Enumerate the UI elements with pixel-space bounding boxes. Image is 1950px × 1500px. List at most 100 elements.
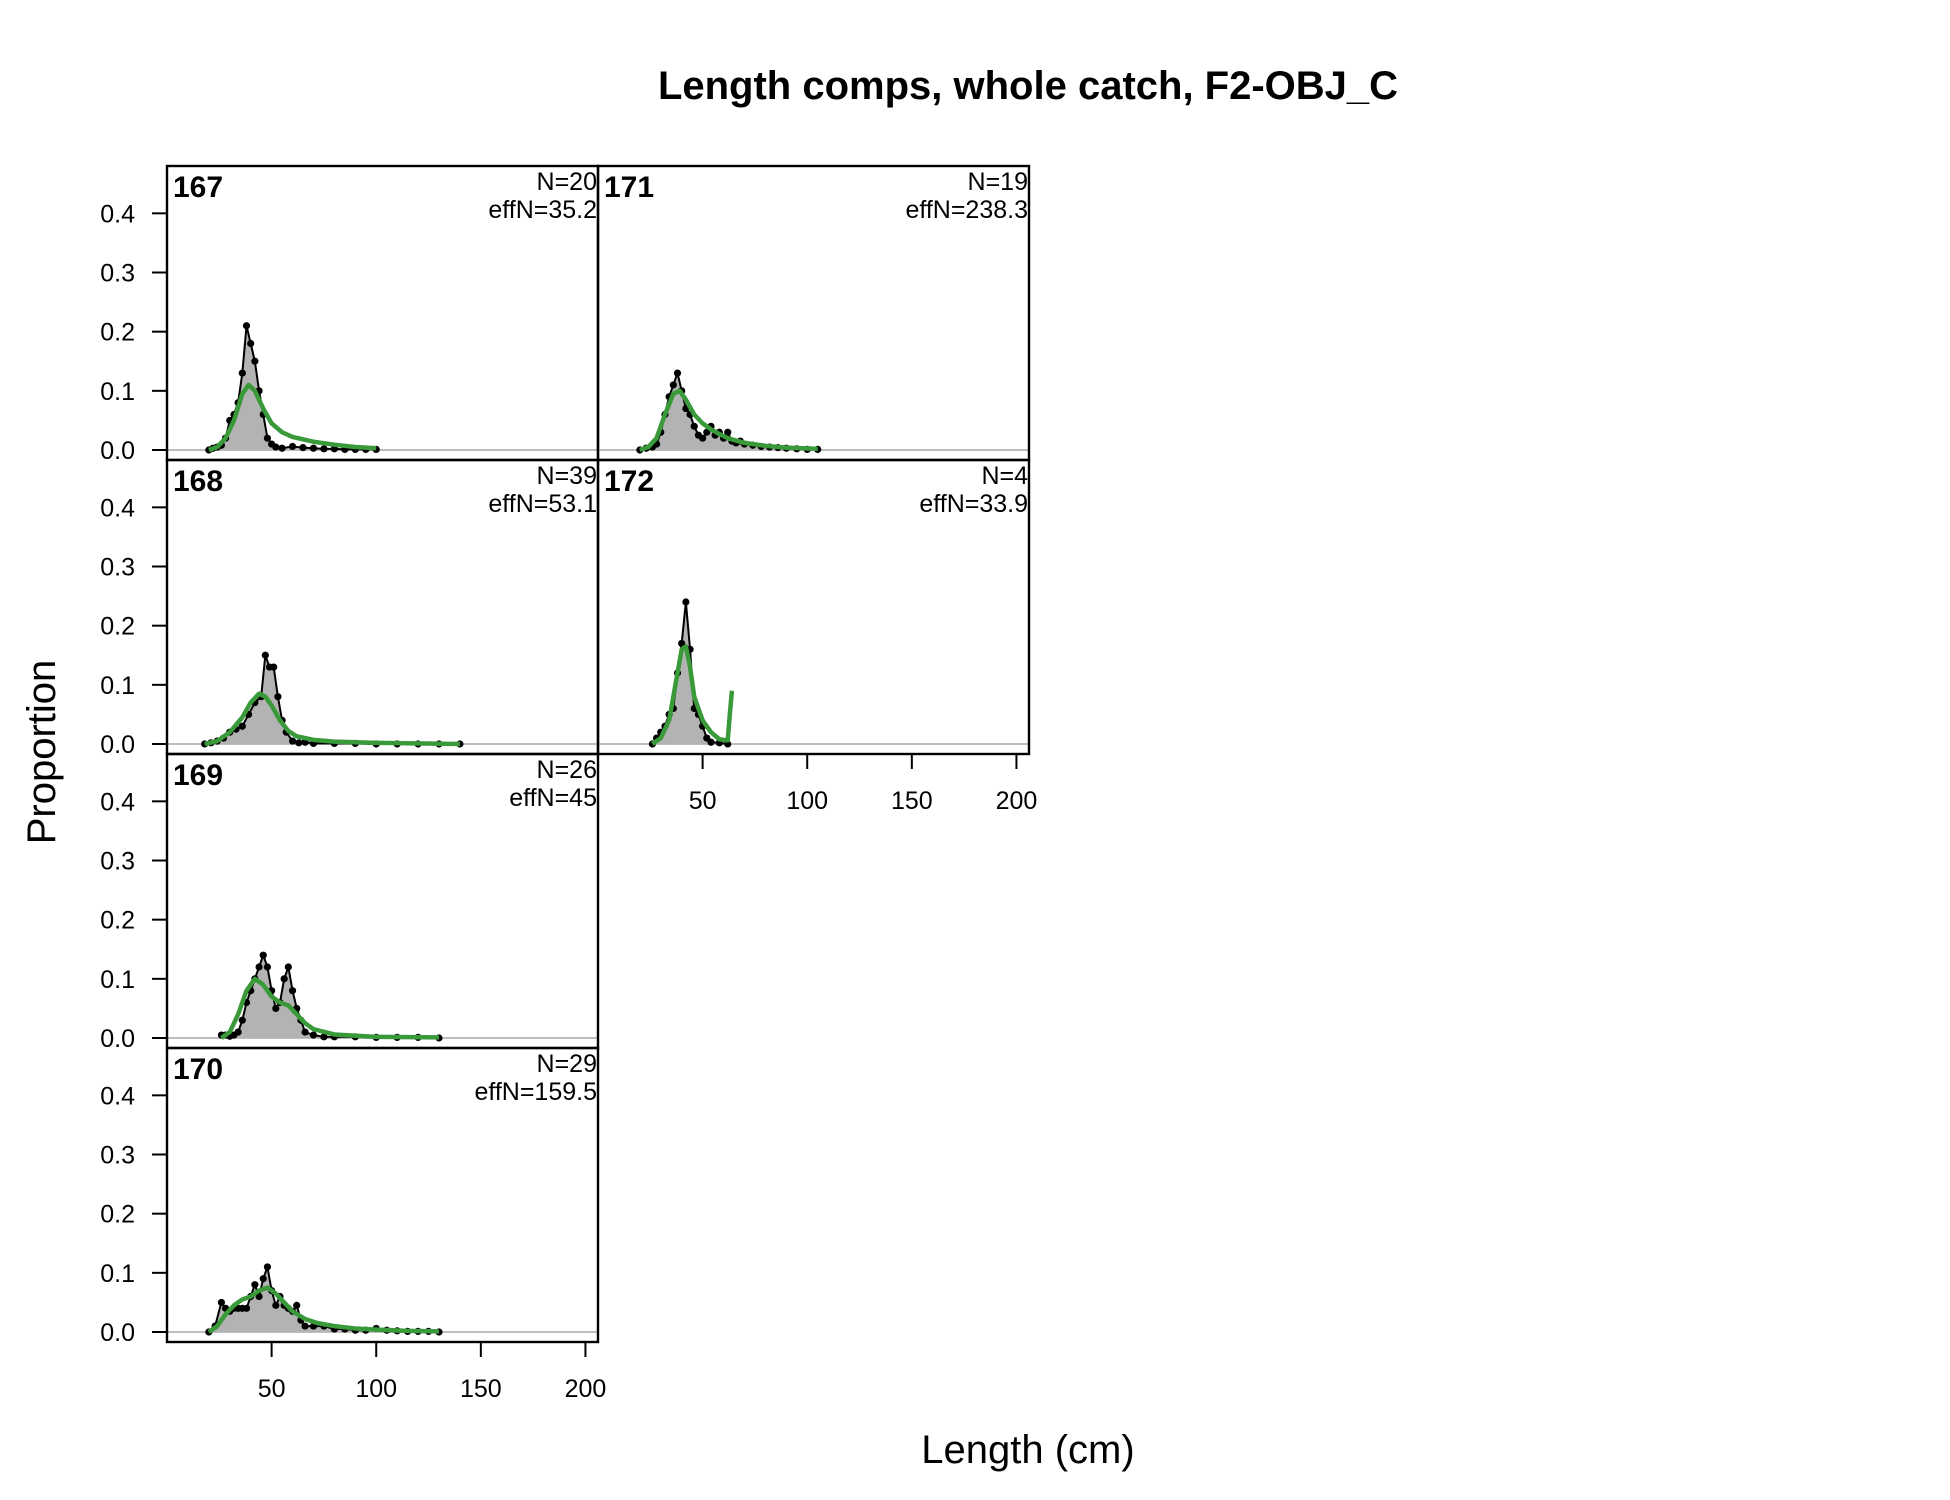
panel-year-label: 170 bbox=[173, 1053, 223, 1086]
y-tick-label: 0.1 bbox=[100, 672, 135, 700]
panel-year-label: 169 bbox=[173, 759, 223, 792]
observed-point bbox=[238, 369, 246, 377]
panel-effn-label: effN=33.9 bbox=[919, 490, 1028, 518]
y-tick-label: 0.3 bbox=[100, 848, 135, 876]
y-tick-label: 0.2 bbox=[100, 613, 135, 641]
observed-point bbox=[238, 722, 246, 730]
observed-point bbox=[707, 738, 715, 746]
panel-year-label: 171 bbox=[604, 171, 654, 204]
panel-n-label: N=20 bbox=[537, 168, 597, 196]
observed-point bbox=[255, 963, 263, 971]
y-tick-label: 0.0 bbox=[100, 1319, 135, 1347]
observed-point bbox=[272, 443, 280, 451]
y-tick-label: 0.4 bbox=[100, 788, 135, 816]
expected-line bbox=[651, 644, 735, 746]
observed-point bbox=[703, 428, 711, 436]
observed-point bbox=[251, 357, 259, 365]
observed-point bbox=[280, 975, 288, 983]
observed-point bbox=[301, 1028, 309, 1036]
expected-line bbox=[220, 976, 440, 1040]
observed-point bbox=[272, 1004, 280, 1013]
observed-point bbox=[309, 1031, 318, 1039]
chart-title: Length comps, whole catch, F2-OBJ_C bbox=[658, 64, 1398, 108]
panel-n-label: N=19 bbox=[968, 168, 1028, 196]
observed-point bbox=[690, 422, 698, 430]
observed-point bbox=[217, 1298, 225, 1307]
x-tick-label: 100 bbox=[355, 1375, 397, 1403]
observed-point bbox=[242, 322, 251, 330]
y-tick-label: 0.0 bbox=[100, 437, 135, 465]
observed-point bbox=[724, 428, 732, 436]
observed-point bbox=[274, 693, 282, 701]
expected-line bbox=[639, 388, 818, 453]
observed-point bbox=[234, 1028, 242, 1036]
panel-n-label: N=39 bbox=[537, 462, 597, 490]
panel-n-label: N=29 bbox=[537, 1050, 597, 1078]
observed-point bbox=[299, 444, 307, 452]
observed-area bbox=[208, 325, 377, 450]
observed-point bbox=[288, 737, 297, 745]
observed-point bbox=[242, 1304, 251, 1312]
observed-point bbox=[263, 1263, 272, 1271]
observed-point bbox=[673, 369, 682, 377]
panel-year-label: 168 bbox=[173, 465, 223, 498]
observed-area bbox=[221, 955, 439, 1038]
y-tick-label: 0.1 bbox=[100, 1260, 135, 1288]
y-tick-label: 0.0 bbox=[100, 1025, 135, 1053]
x-tick-label: 150 bbox=[891, 787, 933, 815]
y-tick-label: 0.4 bbox=[100, 1082, 135, 1110]
y-tick-label: 0.3 bbox=[100, 260, 135, 288]
panel-effn-label: effN=238.3 bbox=[905, 196, 1028, 224]
observed-point bbox=[320, 1033, 328, 1041]
panel-effn-label: effN=45 bbox=[509, 784, 597, 812]
observed-point bbox=[320, 445, 328, 453]
y-tick-label: 0.2 bbox=[100, 319, 135, 347]
x-tick-label: 200 bbox=[996, 787, 1038, 815]
y-tick-label: 0.3 bbox=[100, 554, 135, 582]
y-tick-label: 0.0 bbox=[100, 731, 135, 759]
expected-line bbox=[207, 1285, 440, 1334]
panel-border bbox=[165, 1046, 600, 1344]
observed-point bbox=[261, 651, 269, 659]
observed-point bbox=[259, 1275, 267, 1283]
y-axis-title: Proportion bbox=[20, 660, 64, 845]
observed-point bbox=[270, 663, 278, 671]
observed-area bbox=[204, 655, 460, 744]
y-tick-label: 0.4 bbox=[100, 494, 135, 522]
panel-n-label: N=26 bbox=[537, 756, 597, 784]
observed-point bbox=[259, 951, 267, 959]
observed-point bbox=[295, 739, 303, 747]
observed-point bbox=[263, 963, 272, 971]
expected-line bbox=[204, 691, 460, 747]
observed-point bbox=[669, 381, 677, 389]
y-tick-label: 0.2 bbox=[100, 907, 135, 935]
observed-point bbox=[309, 444, 318, 452]
observed-point bbox=[251, 1281, 259, 1289]
observed-point bbox=[238, 1016, 246, 1024]
observed-point bbox=[263, 434, 272, 442]
y-tick-label: 0.4 bbox=[100, 200, 135, 228]
observed-point bbox=[699, 434, 707, 442]
observed-point bbox=[682, 598, 690, 606]
observed-point bbox=[255, 1292, 263, 1301]
x-tick-label: 200 bbox=[565, 1375, 607, 1403]
x-tick-label: 100 bbox=[786, 787, 828, 815]
x-tick-label: 150 bbox=[460, 1375, 502, 1403]
observed-point bbox=[288, 442, 297, 451]
observed-point bbox=[272, 1301, 280, 1309]
panel-border bbox=[596, 458, 1031, 756]
observed-point bbox=[288, 987, 297, 995]
observed-point bbox=[278, 444, 286, 452]
panel-n-label: N=4 bbox=[981, 462, 1028, 490]
panel-effn-label: effN=53.1 bbox=[488, 490, 597, 518]
observed-point bbox=[247, 339, 255, 348]
x-tick-label: 50 bbox=[689, 787, 717, 815]
observed-point bbox=[293, 1301, 301, 1309]
expected-line bbox=[208, 382, 377, 453]
panel-year-label: 167 bbox=[173, 171, 223, 204]
